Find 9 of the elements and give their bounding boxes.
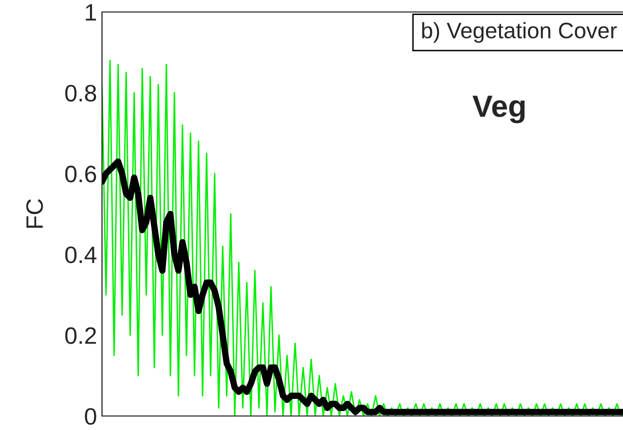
y-tick-label: 0.6 [65, 166, 96, 182]
annotation: Veg [472, 96, 525, 124]
y-tick-label: 0.2 [65, 327, 96, 344]
y-tick-label: 0.4 [65, 246, 96, 264]
chart-title: b) Vegetation Cover [422, 22, 617, 43]
y-tick-label: 0 [84, 408, 96, 425]
y-axis-title: FC [26, 199, 43, 228]
y-tick-label: 0.8 [65, 84, 96, 102]
y-tick-label: 1 [86, 4, 96, 21]
